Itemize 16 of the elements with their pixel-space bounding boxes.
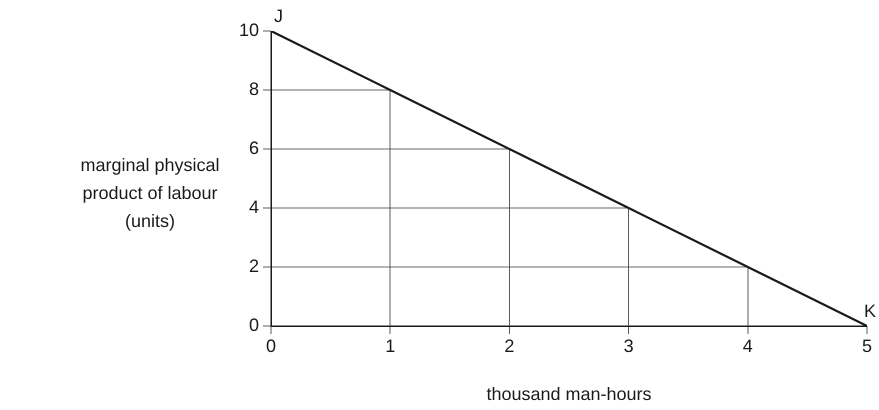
y-tick-label: 2 [248, 256, 259, 276]
x-tick-label: 3 [624, 336, 634, 356]
y-tick-label: 8 [248, 78, 259, 99]
y-axis-title: marginal physical product of labour (units) [80, 154, 220, 231]
x-tick-label: 5 [862, 336, 872, 356]
y-tick-label: 6 [248, 138, 259, 158]
y-tick-label: 10 [238, 20, 259, 40]
x-tick-label: 2 [504, 336, 514, 356]
x-tick-label: 4 [742, 336, 753, 356]
annotation: J [274, 6, 283, 26]
x-tick-label: 1 [385, 336, 396, 356]
y-tick-label: 4 [248, 196, 259, 217]
x-axis-title: thousand man-hours [486, 384, 652, 404]
y-tick-label: 0 [248, 314, 259, 335]
x-tick-label: 0 [266, 336, 276, 356]
annotation: K [864, 301, 876, 321]
